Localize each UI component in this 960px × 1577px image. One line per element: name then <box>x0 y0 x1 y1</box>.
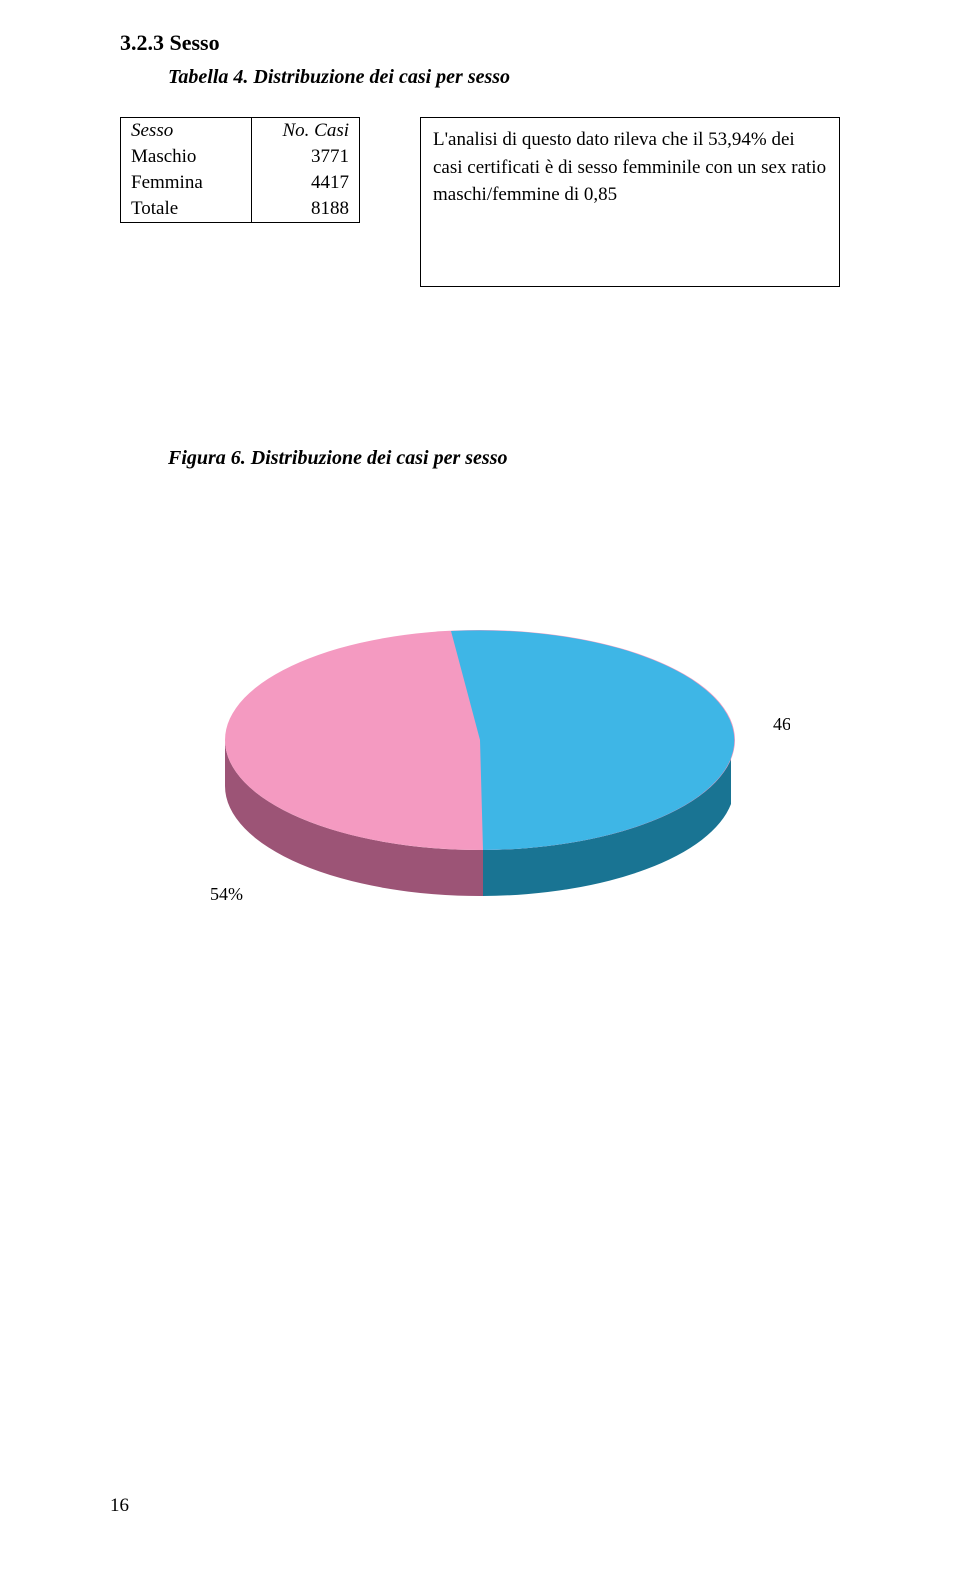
table-cell-label: Femmina <box>121 170 252 196</box>
table-header-row: Sesso No. Casi <box>121 118 360 145</box>
figure-caption: Figura 6. Distribuzione dei casi per ses… <box>168 447 840 470</box>
table-cell-value: 4417 <box>252 170 360 196</box>
data-table: Sesso No. Casi Maschio 3771 Femmina 4417… <box>120 117 360 223</box>
table-cell-label: Totale <box>121 196 252 223</box>
page-number: 16 <box>110 1495 129 1517</box>
analysis-text: L'analisi di questo dato rileva che il 5… <box>433 129 826 205</box>
table-row: Femmina 4417 <box>121 170 360 196</box>
table-cell-label: Maschio <box>121 144 252 170</box>
table-row: Maschio 3771 <box>121 144 360 170</box>
pie-label-femmina: 54% <box>210 884 243 904</box>
table-row: Totale 8188 <box>121 196 360 223</box>
table-header-col1: Sesso <box>121 118 252 145</box>
table-cell-value: 3771 <box>252 144 360 170</box>
analysis-box: L'analisi di questo dato rileva che il 5… <box>420 117 840 287</box>
pie-chart-svg: 46% 54% <box>170 580 790 940</box>
pie-label-maschio: 46% <box>773 714 790 734</box>
pie-top <box>225 630 735 850</box>
table-caption: Tabella 4. Distribuzione dei casi per se… <box>168 66 840 89</box>
pie-chart: 46% 54% <box>120 580 840 940</box>
page: 3.2.3 Sesso Tabella 4. Distribuzione dei… <box>0 0 960 1577</box>
row-top: Sesso No. Casi Maschio 3771 Femmina 4417… <box>120 117 840 287</box>
table-header-col2: No. Casi <box>252 118 360 145</box>
section-heading: 3.2.3 Sesso <box>120 30 840 56</box>
table-cell-value: 8188 <box>252 196 360 223</box>
